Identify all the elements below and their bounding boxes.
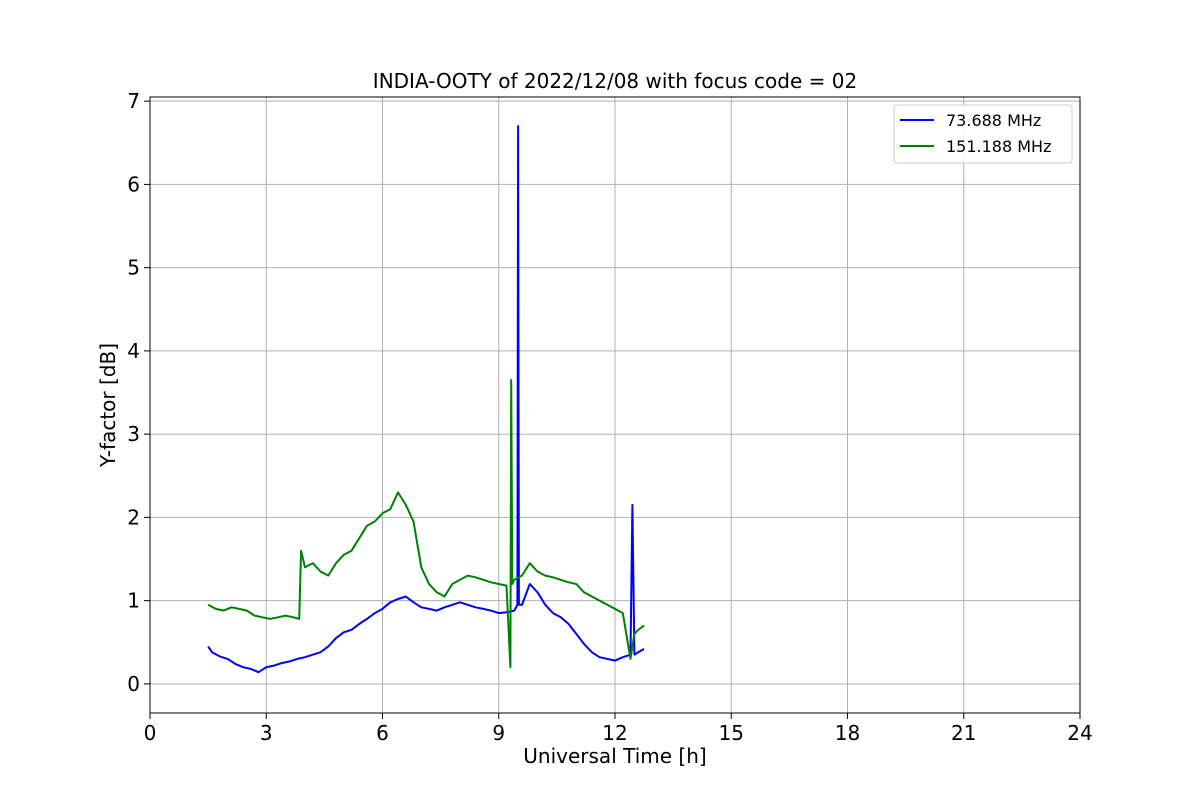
y-tick-label: 0	[127, 672, 140, 696]
series-line-1	[207, 379, 645, 669]
x-tick-label: 3	[260, 721, 273, 745]
legend: 73.688 MHz 151.188 MHz	[893, 104, 1073, 164]
x-tick-label: 18	[835, 721, 860, 745]
y-tick-label: 5	[127, 256, 140, 280]
x-tick-label: 0	[144, 721, 157, 745]
y-tick-label: 4	[127, 339, 140, 363]
legend-box	[893, 104, 1073, 164]
x-tick-label: 9	[492, 721, 505, 745]
y-tick-label: 1	[127, 589, 140, 613]
y-tick-label: 2	[127, 505, 140, 529]
chart-title: INDIA-OOTY of 2022/12/08 with focus code…	[373, 69, 857, 93]
y-tick-label: 6	[127, 172, 140, 196]
x-tick-label: 24	[1067, 721, 1092, 745]
series-layer	[207, 125, 645, 674]
y-axis-label: Y-factor [dB]	[96, 343, 120, 468]
x-tick-label: 6	[376, 721, 389, 745]
y-tick-label: 3	[127, 422, 140, 446]
series-line-0	[207, 125, 645, 674]
x-tick-label: 15	[719, 721, 744, 745]
y-tick-label: 7	[127, 89, 140, 113]
legend-label-0: 73.688 MHz	[946, 111, 1041, 130]
x-tick-label: 21	[951, 721, 976, 745]
x-axis-label: Universal Time [h]	[523, 744, 706, 768]
legend-label-1: 151.188 MHz	[946, 137, 1051, 156]
x-tick-label: 12	[602, 721, 627, 745]
